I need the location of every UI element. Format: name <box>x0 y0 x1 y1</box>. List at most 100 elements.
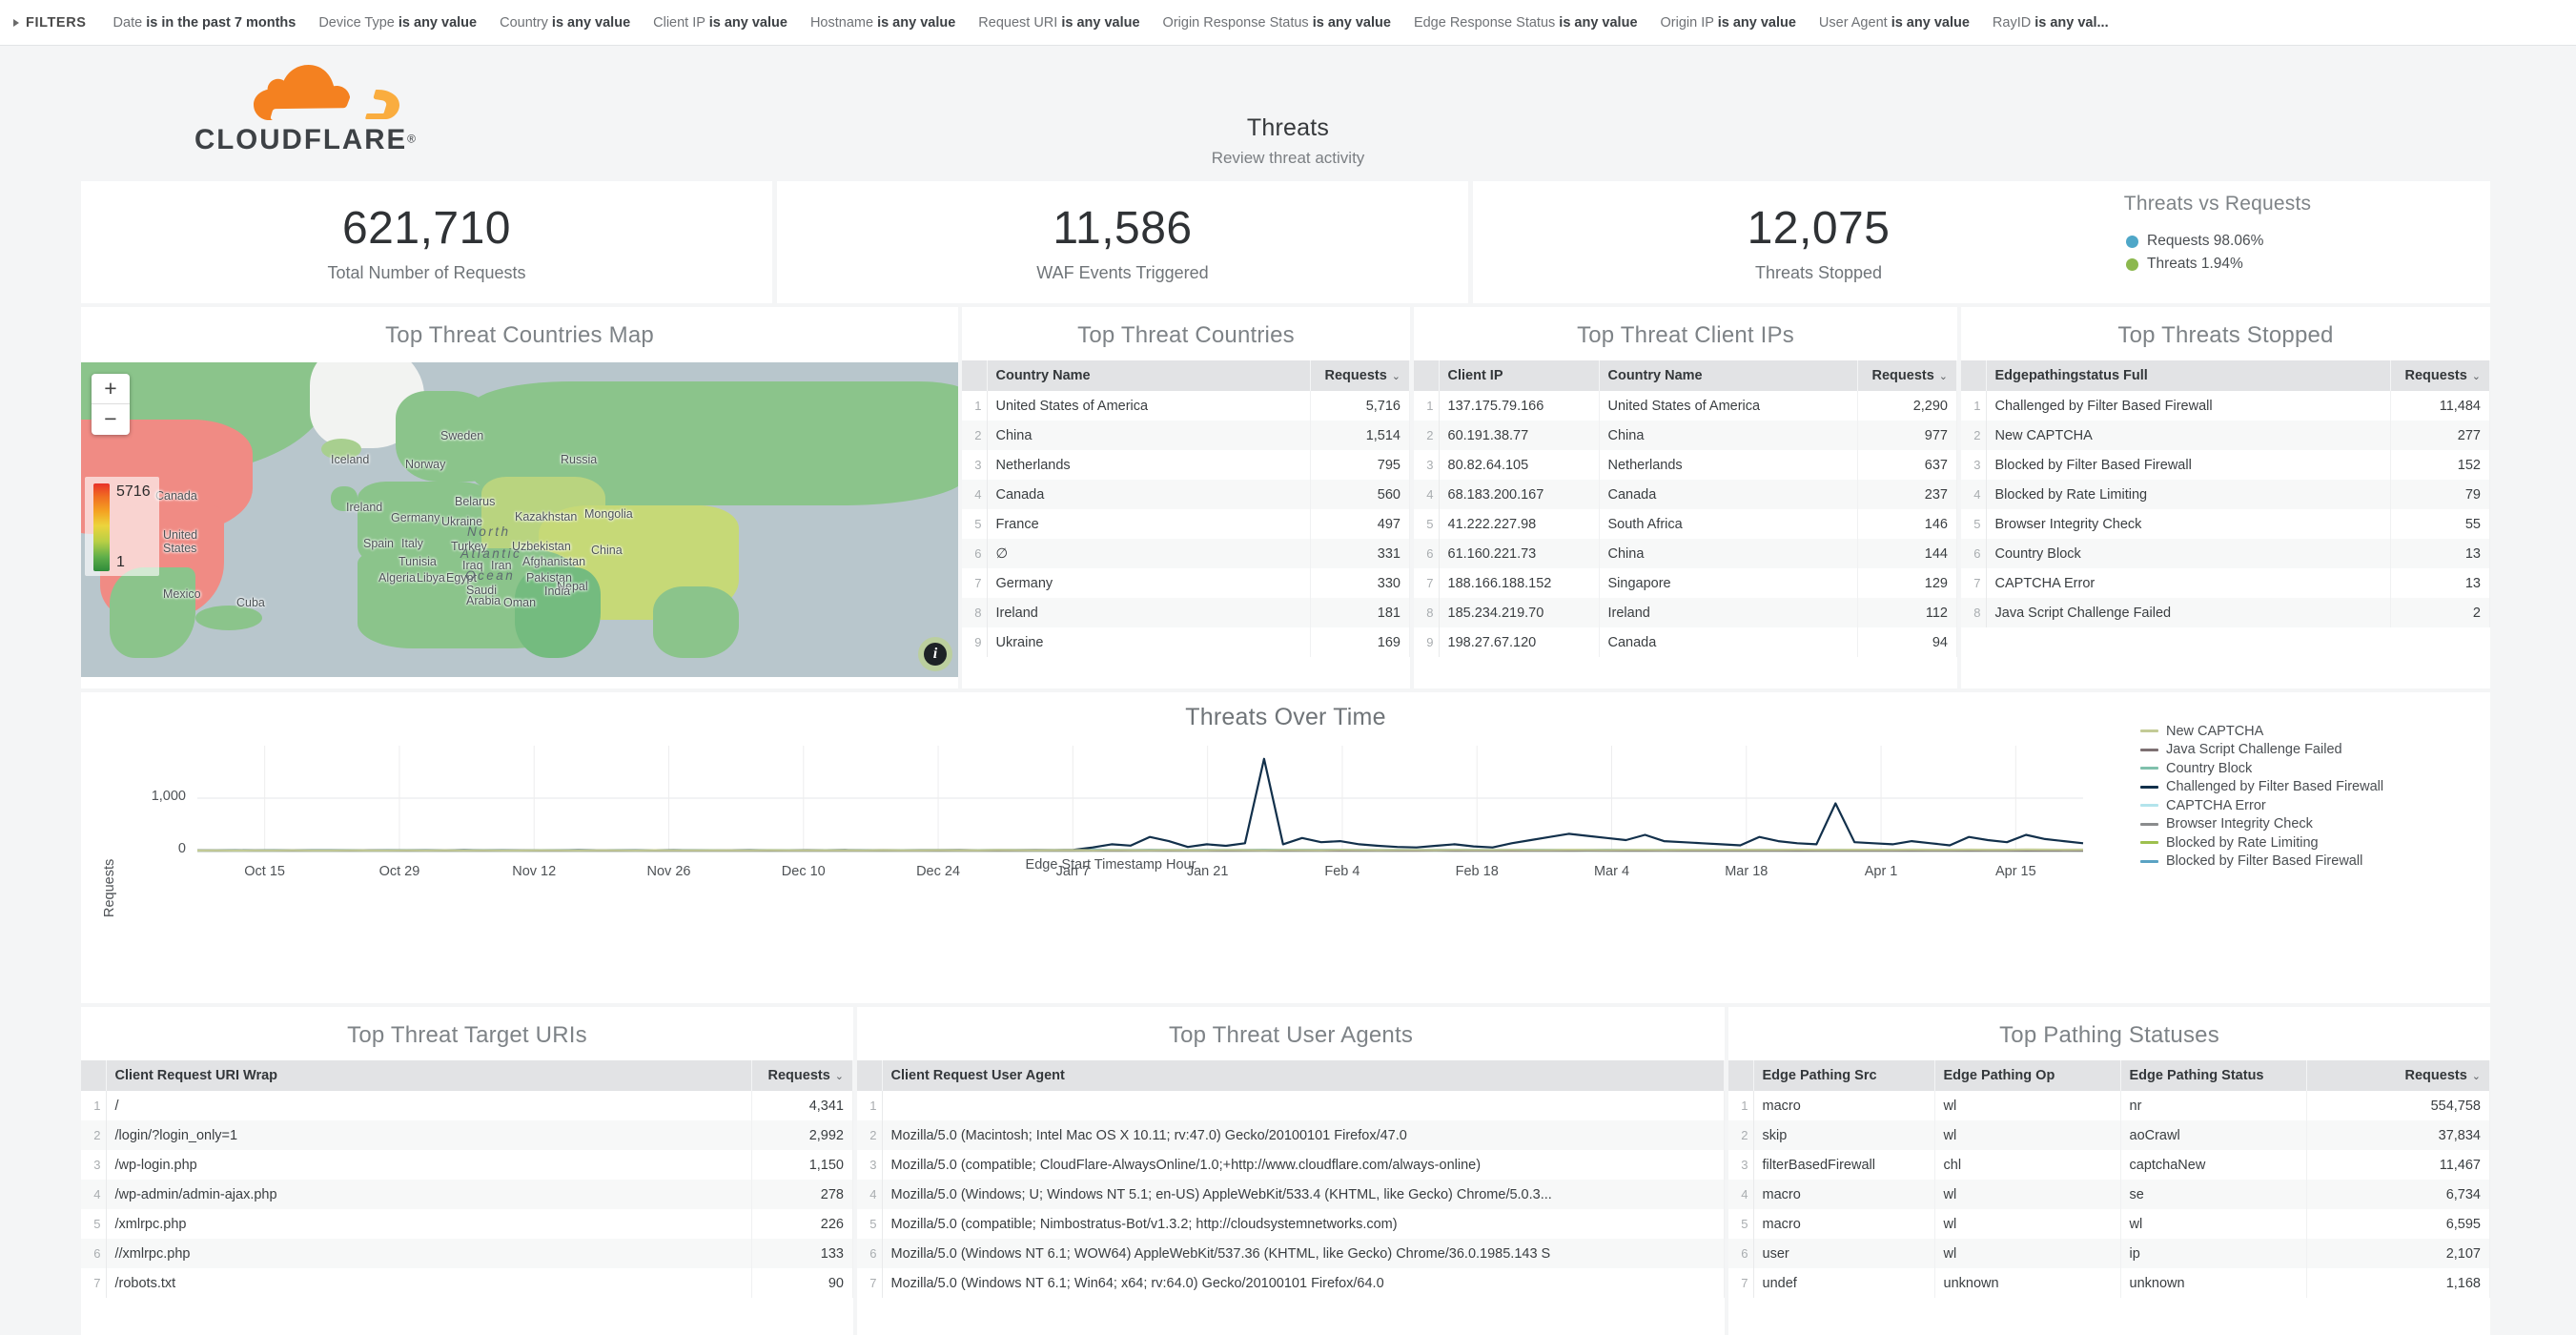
top-threat-target-uris-table[interactable]: Client Request URI Wrap Requests ⌄ 1/4,341 2… <box>81 1060 853 1298</box>
column-header-requests[interactable]: Requests ⌄ <box>751 1060 853 1091</box>
column-header-country-name[interactable]: Country Name <box>987 360 1311 391</box>
table-cell: unknown <box>2120 1268 2307 1298</box>
table-row[interactable]: 6 Mozilla/5.0 (Windows NT 6.1; WOW64) App… <box>857 1239 1725 1268</box>
table-row[interactable]: 6 user wl ip 2,107 <box>1728 1239 2490 1268</box>
table-row[interactable]: 3/wp-login.php 1,150 <box>81 1150 853 1180</box>
table-row[interactable]: 3 filterBasedFirewall chl captchaNew 11,467 <box>1728 1150 2490 1180</box>
table-row[interactable]: 1 macro wl nr 554,758 <box>1728 1091 2490 1120</box>
tvr-legend-row[interactable]: Threats 1.94% <box>2126 256 2490 273</box>
threat-map[interactable]: + − 5716 1 Iceland Sweden Norway Russia Cana… <box>81 362 958 677</box>
top-threat-client-ips-table[interactable]: Client IP Country Name Requests ⌄ 1 137.175.7… <box>1414 360 1957 657</box>
table-row[interactable]: 5 France 497 <box>962 509 1410 539</box>
chart-legend[interactable]: New CAPTCHA Java Script Challenge Failed… <box>2140 722 2383 871</box>
chart-legend-item[interactable]: CAPTCHA Error <box>2140 796 2383 815</box>
table-row[interactable]: 5/xmlrpc.php 226 <box>81 1209 853 1239</box>
table-row[interactable]: 6 61.160.221.73 China 144 <box>1414 539 1957 568</box>
table-row[interactable]: 2 Mozilla/5.0 (Macintosh; Intel Mac OS X … <box>857 1120 1725 1150</box>
column-header-edge-pathing-op[interactable]: Edge Pathing Op <box>1934 1060 2121 1091</box>
filter-item-origin-response-status[interactable]: Origin Response Status is any value <box>1162 14 1391 31</box>
chart-legend-item[interactable]: New CAPTCHA <box>2140 722 2383 741</box>
table-row[interactable]: 5 Mozilla/5.0 (compatible; Nimbostratus-B… <box>857 1209 1725 1239</box>
map-info-icon[interactable]: i <box>924 643 947 666</box>
column-header-client-request-uri-wrap[interactable]: Client Request URI Wrap <box>106 1060 752 1091</box>
map-zoom-in-button[interactable]: + <box>92 374 130 404</box>
table-row[interactable]: 1/4,341 <box>81 1091 853 1120</box>
chart-legend-item[interactable]: Browser Integrity Check <box>2140 815 2383 834</box>
table-row[interactable]: 4 68.183.200.167 Canada 237 <box>1414 480 1957 509</box>
column-header-client-ip[interactable]: Client IP <box>1439 360 1600 391</box>
table-row[interactable]: 4/wp-admin/admin-ajax.php 278 <box>81 1180 853 1209</box>
table-row[interactable]: 3 Netherlands 795 <box>962 450 1410 480</box>
table-row[interactable]: 6//xmlrpc.php 133 <box>81 1239 853 1268</box>
filter-item-origin-ip[interactable]: Origin IP is any value <box>1660 14 1796 31</box>
chart-legend-item[interactable]: Blocked by Rate Limiting <box>2140 833 2383 852</box>
tvr-legend-row[interactable]: Requests 98.06% <box>2126 233 2490 250</box>
chart-legend-item[interactable]: Blocked by Filter Based Firewall <box>2140 852 2383 872</box>
row-index-header <box>962 360 988 391</box>
top-threat-countries-table[interactable]: Country Name Requests ⌄ 1 United States of A… <box>962 360 1410 657</box>
table-row[interactable]: 6 Country Block 13 <box>1961 539 2490 568</box>
top-threats-stopped-table[interactable]: Edgepathingstatus Full Requests ⌄ 1 Challeng… <box>1961 360 2490 627</box>
table-row[interactable]: 5 Browser Integrity Check 55 <box>1961 509 2490 539</box>
column-header-client-request-user-agent[interactable]: Client Request User Agent <box>882 1060 1725 1091</box>
table-row[interactable]: 4 Mozilla/5.0 (Windows; U; Windows NT 5.1… <box>857 1180 1725 1209</box>
table-row[interactable]: 8 185.234.219.70 Ireland 112 <box>1414 598 1957 627</box>
table-row[interactable]: 4 Blocked by Rate Limiting 79 <box>1961 480 2490 509</box>
table-row[interactable]: 3 Blocked by Filter Based Firewall 152 <box>1961 450 2490 480</box>
table-row[interactable]: 7 188.166.188.152 Singapore 129 <box>1414 568 1957 598</box>
table-row[interactable]: 9 198.27.67.120 Canada 94 <box>1414 627 1957 657</box>
table-row[interactable]: 4 Canada 560 <box>962 480 1410 509</box>
table-row[interactable]: 2 New CAPTCHA 277 <box>1961 421 2490 450</box>
filter-item-request-uri[interactable]: Request URI is any value <box>978 14 1140 31</box>
table-row[interactable]: 7/robots.txt 90 <box>81 1268 853 1298</box>
table-row[interactable]: 1 137.175.79.166 United States of America 2… <box>1414 391 1957 421</box>
table-row[interactable]: 8 Ireland 181 <box>962 598 1410 627</box>
table-row[interactable]: 1 Challenged by Filter Based Firewall 11,4… <box>1961 391 2490 421</box>
column-header-requests[interactable]: Requests ⌄ <box>1310 360 1410 391</box>
filter-item-device-type[interactable]: Device Type is any value <box>318 14 478 31</box>
threats-over-time-plot[interactable]: Requests 0 1,000 Oct 15 Oct 29 Nov 12 Nov 26… <box>81 724 2490 994</box>
filters-toggle[interactable]: FILTERS <box>13 15 87 31</box>
filter-item-country[interactable]: Country is any value <box>500 14 631 31</box>
column-header-requests[interactable]: Requests ⌄ <box>2306 1060 2490 1091</box>
filter-item-hostname[interactable]: Hostname is any value <box>809 14 956 31</box>
column-header-requests[interactable]: Requests ⌄ <box>2390 360 2490 391</box>
column-header-country-name[interactable]: Country Name <box>1599 360 1858 391</box>
table-row[interactable]: 3 Mozilla/5.0 (compatible; CloudFlare-Alw… <box>857 1150 1725 1180</box>
map-zoom-out-button[interactable]: − <box>104 406 117 431</box>
table-row[interactable]: 7 undef unknown unknown 1,168 <box>1728 1268 2490 1298</box>
table-row[interactable]: 1 <box>857 1091 1725 1120</box>
chart-legend-item[interactable]: Country Block <box>2140 759 2383 778</box>
table-row[interactable]: 9 Ukraine 169 <box>962 627 1410 657</box>
column-header-requests[interactable]: Requests ⌄ <box>1857 360 1957 391</box>
table-row[interactable]: 8 Java Script Challenge Failed 2 <box>1961 598 2490 627</box>
top-threat-user-agents-table[interactable]: Client Request User Agent 1 2 Mozilla/5.0 (… <box>857 1060 1725 1298</box>
table-row[interactable]: 2/login/?login_only=1 2,992 <box>81 1120 853 1150</box>
chart-legend-item[interactable]: Challenged by Filter Based Firewall <box>2140 778 2383 797</box>
table-row[interactable]: 6 ∅ 331 <box>962 539 1410 568</box>
table-row[interactable]: 5 41.222.227.98 South Africa 146 <box>1414 509 1957 539</box>
top-pathing-statuses-table[interactable]: Edge Pathing Src Edge Pathing Op Edge Path… <box>1728 1060 2490 1298</box>
table-row[interactable]: 7 Mozilla/5.0 (Windows NT 6.1; Win64; x64… <box>857 1268 1725 1298</box>
filter-item-client-ip[interactable]: Client IP is any value <box>653 14 787 31</box>
table-row[interactable]: 2 skip wl aoCrawl 37,834 <box>1728 1120 2490 1150</box>
table-row[interactable]: 7 CAPTCHA Error 13 <box>1961 568 2490 598</box>
table-row[interactable]: 1 United States of America 5,716 <box>962 391 1410 421</box>
column-header-edge-pathing-src[interactable]: Edge Pathing Src <box>1753 1060 1935 1091</box>
table-row[interactable]: 5 macro wl wl 6,595 <box>1728 1209 2490 1239</box>
table-row[interactable]: 2 60.191.38.77 China 977 <box>1414 421 1957 450</box>
table-row[interactable]: 4 macro wl se 6,734 <box>1728 1180 2490 1209</box>
filter-item-rayid[interactable]: RayID is any val... <box>1992 14 2109 31</box>
table-cell: Netherlands <box>1599 450 1858 480</box>
table-row[interactable]: 3 80.82.64.105 Netherlands 637 <box>1414 450 1957 480</box>
table-row[interactable]: 7 Germany 330 <box>962 568 1410 598</box>
chart-legend-item[interactable]: Java Script Challenge Failed <box>2140 741 2383 760</box>
column-header-edgepathingstatus-full[interactable]: Edgepathingstatus Full <box>1986 360 2391 391</box>
chart-legend-label: Browser Integrity Check <box>2166 816 2313 832</box>
map-zoom-controls[interactable]: + − <box>92 374 130 435</box>
table-row[interactable]: 2 China 1,514 <box>962 421 1410 450</box>
column-header-edge-pathing-status[interactable]: Edge Pathing Status <box>2120 1060 2307 1091</box>
filter-item-date[interactable]: Date is in the past 7 months <box>112 14 296 31</box>
filter-item-user-agent[interactable]: User Agent is any value <box>1818 14 1970 31</box>
filter-item-edge-response-status[interactable]: Edge Response Status is any value <box>1413 14 1638 31</box>
